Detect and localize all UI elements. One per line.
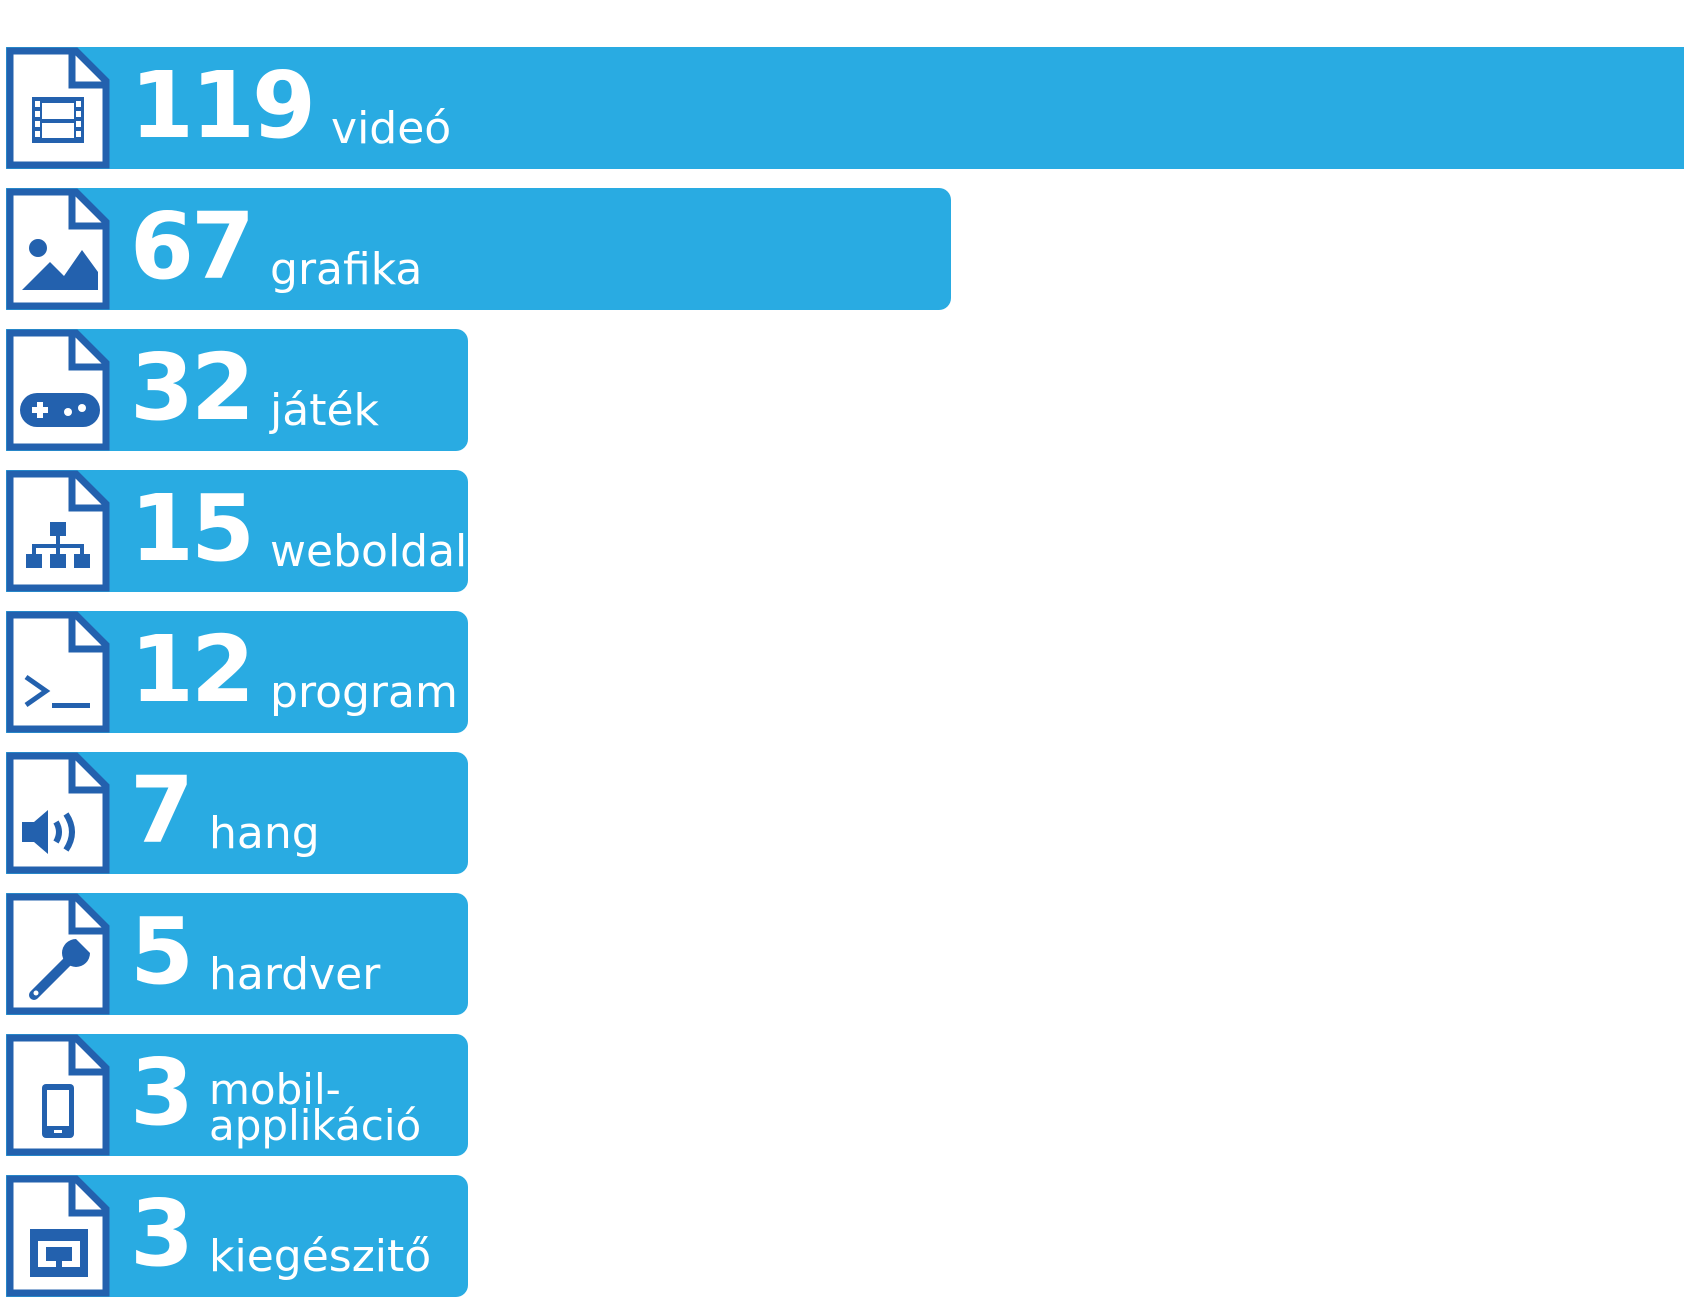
category-label: kiegészitő	[209, 1235, 431, 1279]
category-label-line: weboldal	[270, 526, 468, 577]
bar-value: 7	[130, 757, 194, 864]
category-label-line: mobil-	[209, 1065, 341, 1114]
bar-label: 3 mobil-applikáció	[130, 1034, 421, 1156]
category-label-line: grafika	[270, 244, 423, 295]
bar-value: 3	[130, 1039, 194, 1146]
category-label-line: applikáció	[209, 1101, 422, 1150]
image-icon	[6, 188, 110, 310]
bar-label: 5 hardver	[130, 893, 380, 1015]
bar-label: 12 program	[130, 611, 458, 733]
category-label-line: hardver	[209, 949, 381, 1000]
bar-value: 32	[130, 334, 255, 441]
bar	[6, 47, 1684, 169]
category-label: weboldal	[270, 530, 467, 574]
film-icon	[6, 47, 110, 169]
bar-label: 3 kiegészitő	[130, 1175, 431, 1297]
bar-row: 15 weboldal	[6, 470, 468, 592]
bar-row: 119 videó	[6, 47, 1684, 169]
bar-value: 119	[130, 52, 316, 159]
category-label: grafika	[270, 248, 422, 292]
terminal-icon	[6, 611, 110, 733]
bar-row: 3 kiegészitő	[6, 1175, 468, 1297]
category-label: videó	[331, 107, 451, 151]
wrench-icon	[6, 893, 110, 1015]
bar-label: 15 weboldal	[130, 470, 467, 592]
category-label-line: program	[270, 667, 458, 718]
bar-row: 3 mobil-applikáció	[6, 1034, 468, 1156]
plugin-icon	[6, 1175, 110, 1297]
bar-value: 15	[130, 475, 255, 582]
category-label-line: játék	[270, 385, 380, 436]
category-label: program	[270, 671, 458, 715]
bar-label: 119 videó	[130, 47, 451, 169]
gamepad-icon	[6, 329, 110, 451]
bar	[6, 188, 951, 310]
bar-label: 67 grafika	[130, 188, 422, 310]
speaker-icon	[6, 752, 110, 874]
bar-label: 7 hang	[130, 752, 320, 874]
category-label: játék	[270, 389, 379, 433]
bar-value: 5	[130, 898, 194, 1005]
bar-row: 12 program	[6, 611, 468, 733]
bar-label: 32 játék	[130, 329, 379, 451]
category-label: mobil-applikáció	[209, 1065, 422, 1150]
bar-row: 67 grafika	[6, 188, 951, 310]
bar-row: 32 játék	[6, 329, 468, 451]
category-label: hardver	[209, 953, 380, 997]
bar-value: 12	[130, 616, 255, 723]
bar-row: 7 hang	[6, 752, 468, 874]
category-label-line: kiegészitő	[209, 1231, 432, 1282]
category-label-line: hang	[209, 808, 320, 859]
sitemap-icon	[6, 470, 110, 592]
bar-row: 5 hardver	[6, 893, 468, 1015]
category-label: hang	[209, 812, 320, 856]
mobile-phone-icon	[6, 1034, 110, 1156]
bar-value: 67	[130, 193, 255, 300]
bar-value: 3	[130, 1180, 194, 1287]
category-label-line: videó	[331, 103, 452, 154]
